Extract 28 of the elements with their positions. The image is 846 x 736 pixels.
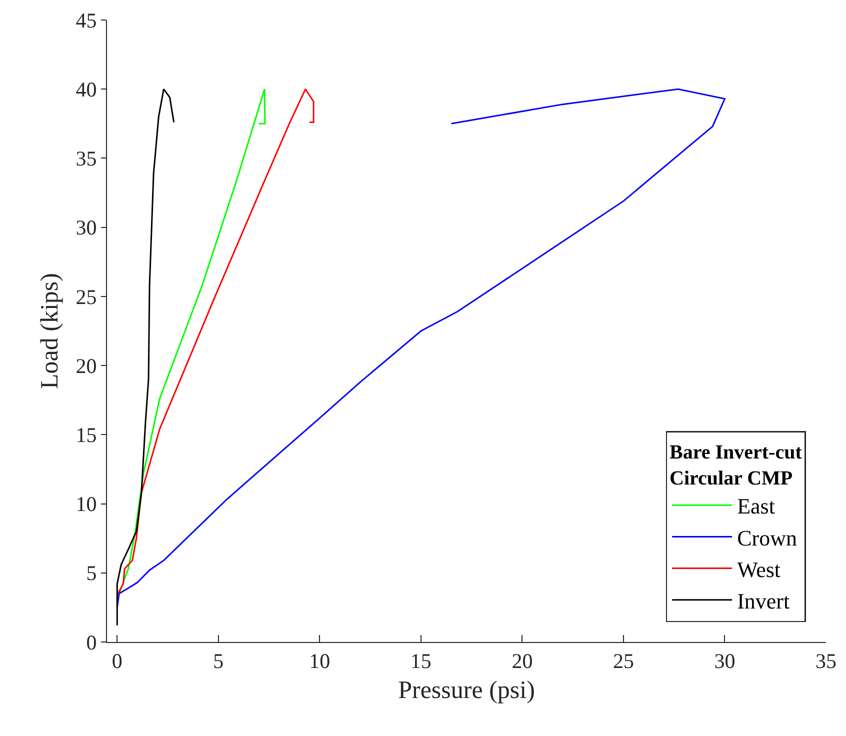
- y-tick-label: 45: [76, 8, 97, 32]
- y-tick-label: 10: [76, 492, 97, 516]
- x-axis-title: Pressure (psi): [398, 677, 535, 704]
- legend-label: Invert: [737, 588, 790, 614]
- y-tick-label: 30: [76, 216, 97, 240]
- line-series: [118, 88, 266, 594]
- line-series: [116, 88, 175, 626]
- y-tick-label: 15: [76, 423, 97, 448]
- x-tick-label: 10: [309, 649, 330, 674]
- x-tick-label: 0: [112, 649, 122, 674]
- legend-title: Bare Invert-cut Circular CMP: [670, 441, 802, 490]
- legend-label: West: [737, 556, 781, 582]
- legend-label: Crown: [737, 525, 797, 550]
- y-tick-label: 40: [76, 77, 97, 102]
- x-tick-label: 25: [612, 649, 634, 674]
- x-tick-label: 35: [816, 649, 836, 674]
- x-tick-label: 30: [714, 649, 736, 674]
- legend-label: East: [737, 494, 775, 519]
- y-tick-label: 25: [76, 284, 97, 309]
- x-tick-label: 5: [213, 649, 224, 674]
- y-axis-title: Load (kips): [36, 273, 64, 389]
- y-tick-label: 20: [76, 354, 97, 378]
- y-tick-label: 0: [86, 630, 97, 654]
- line-series: [116, 88, 314, 596]
- y-tick-label: 35: [76, 146, 97, 171]
- x-tick-label: 20: [512, 649, 533, 674]
- x-tick-label: 15: [410, 649, 432, 674]
- y-tick-label: 5: [86, 561, 97, 586]
